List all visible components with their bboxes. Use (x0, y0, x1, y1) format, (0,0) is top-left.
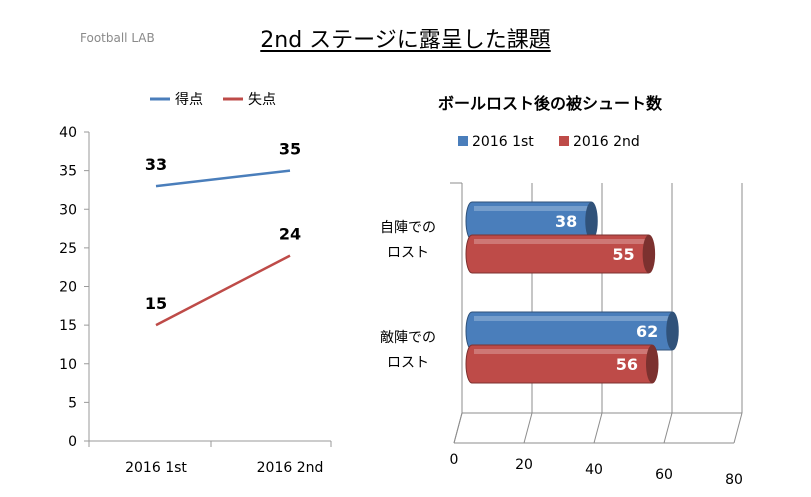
x-tick-label-0: 2016 1st (125, 460, 187, 476)
data-label-0-1: 55 (612, 245, 634, 264)
x-tick-label-3: 60 (655, 467, 673, 483)
legend-swatch-1 (559, 136, 569, 146)
data-label-0-0: 33 (145, 155, 167, 174)
bar-highlight-0-0 (474, 206, 590, 211)
y-tick-label-3: 15 (59, 318, 77, 334)
floor-grid-0 (453, 412, 463, 444)
bar-highlight-1-1 (474, 349, 650, 354)
legend-label-1: 2016 2nd (573, 134, 640, 150)
bar-end-cap-0-1 (642, 235, 655, 273)
y-tick-label-2: 10 (59, 357, 77, 373)
brand-label: Football LAB (80, 31, 155, 45)
x-tick-label-4: 80 (725, 472, 743, 488)
y-tick-label-1: 5 (68, 395, 77, 411)
data-label-1-1: 56 (616, 355, 638, 374)
floor-grid-2 (593, 412, 603, 444)
bar-end-cap-1-0 (666, 312, 679, 350)
legend-label-0: 2016 1st (472, 134, 534, 150)
y-tick-label-8: 40 (59, 125, 77, 141)
y-tick-label-0: 0 (68, 434, 77, 450)
x-tick-label-0: 0 (450, 452, 459, 468)
page-title: 2nd ステージに露呈した課題 (260, 28, 551, 53)
bar-end-cap-1-1 (646, 345, 658, 383)
series-line-0 (155, 169, 291, 188)
series-line-1 (155, 254, 291, 327)
x-tick-label-1: 2016 2nd (257, 460, 324, 476)
chart-title: ボールロスト後の被シュート数 (438, 94, 663, 113)
data-label-1-0: 15 (145, 294, 167, 313)
data-label-0-1: 35 (279, 140, 301, 159)
x-tick-label-2: 40 (585, 462, 603, 478)
y-tick-label-6: 30 (59, 202, 77, 218)
data-label-1-1: 24 (279, 225, 301, 244)
legend-swatch-0 (458, 136, 468, 146)
data-label-0-0: 38 (555, 212, 577, 231)
floor-grid-4 (733, 412, 743, 444)
floor-grid-1 (523, 412, 533, 444)
category-label-1-1: ロスト (387, 355, 429, 371)
y-tick-label-5: 25 (59, 241, 77, 257)
data-label-1-0: 62 (636, 322, 658, 341)
category-label-1-0: 敵陣での (380, 330, 436, 346)
category-label-0-0: 自陣での (380, 220, 436, 236)
bar-highlight-0-1 (474, 239, 647, 244)
floor-grid-3 (663, 412, 673, 444)
category-label-0-1: ロスト (387, 245, 429, 261)
y-tick-label-7: 35 (59, 164, 77, 180)
bar-highlight-1-0 (474, 316, 671, 321)
legend-label-1: 失点 (248, 92, 276, 108)
bar-end-cap-0-0 (585, 202, 598, 240)
x-tick-label-1: 20 (515, 457, 533, 473)
y-tick-label-4: 20 (59, 280, 77, 296)
legend-label-0: 得点 (175, 91, 203, 108)
